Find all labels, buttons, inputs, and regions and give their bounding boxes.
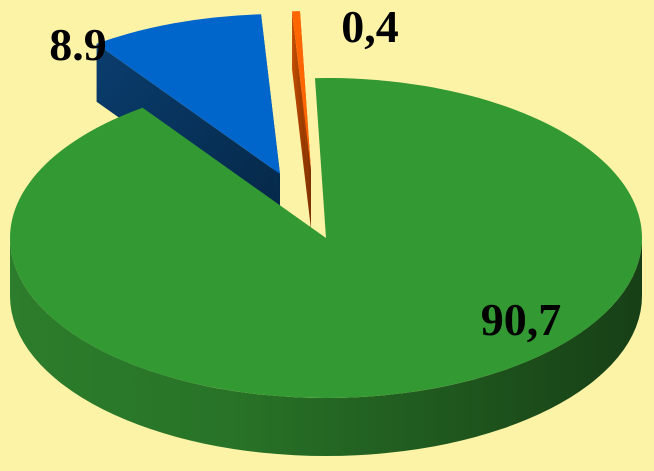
slice-label-large: 90,7 (481, 294, 562, 345)
slice-rim-large (10, 238, 642, 456)
slice-top-medium (96, 14, 280, 175)
slice-label-small: 0,4 (341, 1, 399, 52)
slice-top-small (292, 11, 311, 171)
slice-small (292, 11, 311, 230)
pie-labels: 90,7 8.9 0,4 (49, 1, 561, 345)
slice-large (10, 78, 643, 456)
slice-top-large (10, 78, 643, 399)
slice-wall-small (292, 11, 311, 230)
slice-label-medium: 8.9 (49, 19, 107, 70)
pie-slices (10, 11, 643, 456)
